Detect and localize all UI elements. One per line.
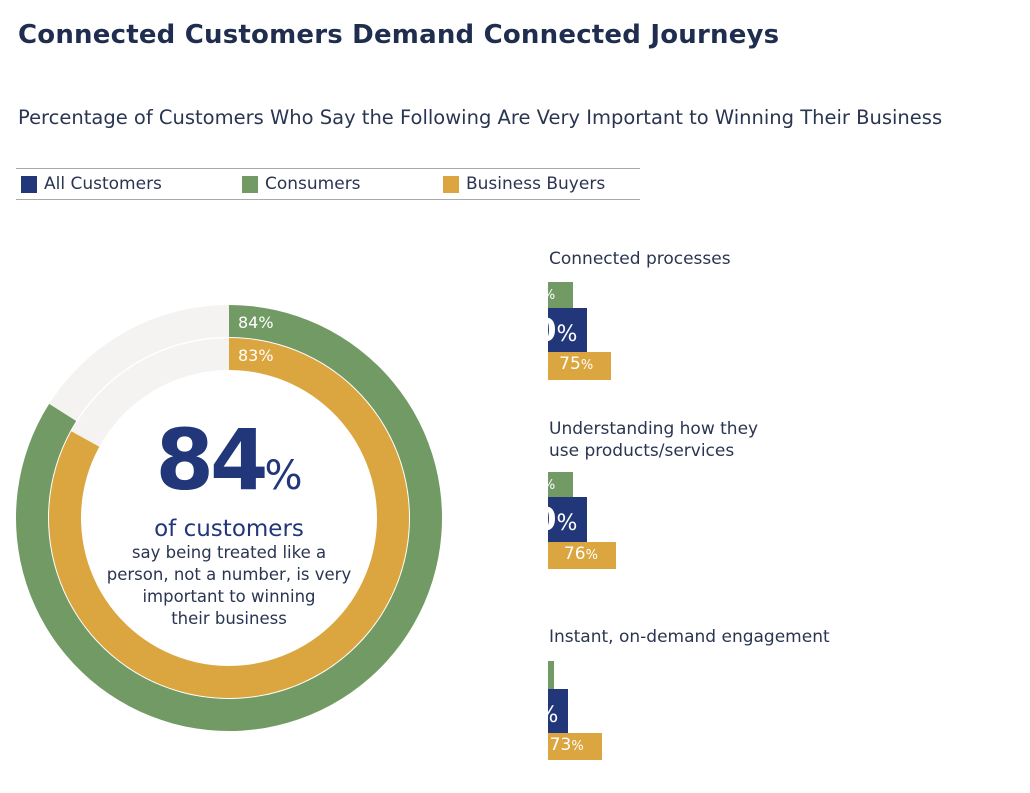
page-title: Connected Customers Demand Connected Jou…	[18, 20, 780, 50]
legend-label: Business Buyers	[466, 174, 606, 194]
headline-description: say being treated like a person, not a n…	[79, 542, 379, 630]
bar-value-label: 70%	[511, 311, 578, 349]
ring-separator	[47, 336, 411, 700]
legend-business-buyers: Business Buyers	[443, 174, 605, 194]
bar-all-customers: 70%	[512, 497, 588, 542]
bar-value-label: 67%	[521, 284, 556, 304]
category-label-line: use products/services	[549, 441, 735, 461]
bar-business-buyers: 76%	[548, 542, 616, 569]
donut-center: 84% of customers say being treated like …	[79, 418, 379, 630]
bar-consumers: 63%	[502, 661, 555, 689]
category-label-line: Understanding how they	[549, 419, 759, 439]
bar-value-label: 66%	[492, 692, 559, 730]
desc-line: their business	[171, 609, 287, 628]
legend-swatch	[21, 175, 37, 193]
bar-value-label: 75%	[559, 354, 594, 374]
legend-swatch	[443, 175, 459, 193]
legend-swatch	[242, 175, 258, 193]
donut-label-consumers: 84%	[238, 313, 274, 332]
bar-value-label: 63%	[502, 663, 537, 683]
donut-label-business-buyers: 83%	[238, 346, 274, 365]
legend-all-customers: All Customers	[21, 174, 162, 194]
legend-label: Consumers	[265, 174, 361, 194]
bar-consumers: 67%	[521, 282, 574, 308]
bar-all-customers: 70%	[512, 308, 588, 352]
bar-value-label: 76%	[563, 544, 598, 564]
bar-value-label: 70%	[511, 500, 578, 538]
bar-value-label: 67%	[521, 474, 556, 494]
headline-value: 84	[155, 411, 269, 509]
bar-business-buyers: 75%	[548, 352, 612, 380]
desc-line: person, not a number, is very	[106, 565, 352, 584]
bar-consumers: 67%	[521, 472, 574, 497]
desc-line: say being treated like a	[131, 543, 327, 562]
category-label: Connected processes	[549, 248, 731, 270]
headline-unit: %	[264, 453, 303, 499]
desc-line: important to winning	[142, 587, 316, 606]
legend: All Customers Consumers Business Buyers	[16, 168, 640, 200]
legend-consumers: Consumers	[242, 174, 361, 194]
category-label: Understanding how they use products/servi…	[549, 418, 758, 462]
chart-subtitle: Percentage of Customers Who Say the Foll…	[18, 106, 943, 129]
bar-value-label: 73%	[549, 735, 584, 755]
donut-chart: 84% 83%	[15, 305, 442, 731]
legend-label: All Customers	[44, 174, 162, 194]
bar-all-customers: 66%	[493, 689, 569, 733]
headline-subject: of customers	[154, 516, 304, 542]
category-label-line: Connected processes	[549, 249, 731, 269]
category-label: Instant, on-demand engagement	[549, 626, 830, 648]
bar-business-buyers: 73%	[548, 733, 602, 760]
category-label-line: Instant, on-demand engagement	[549, 627, 830, 647]
headline-stat: 84%	[79, 418, 379, 516]
